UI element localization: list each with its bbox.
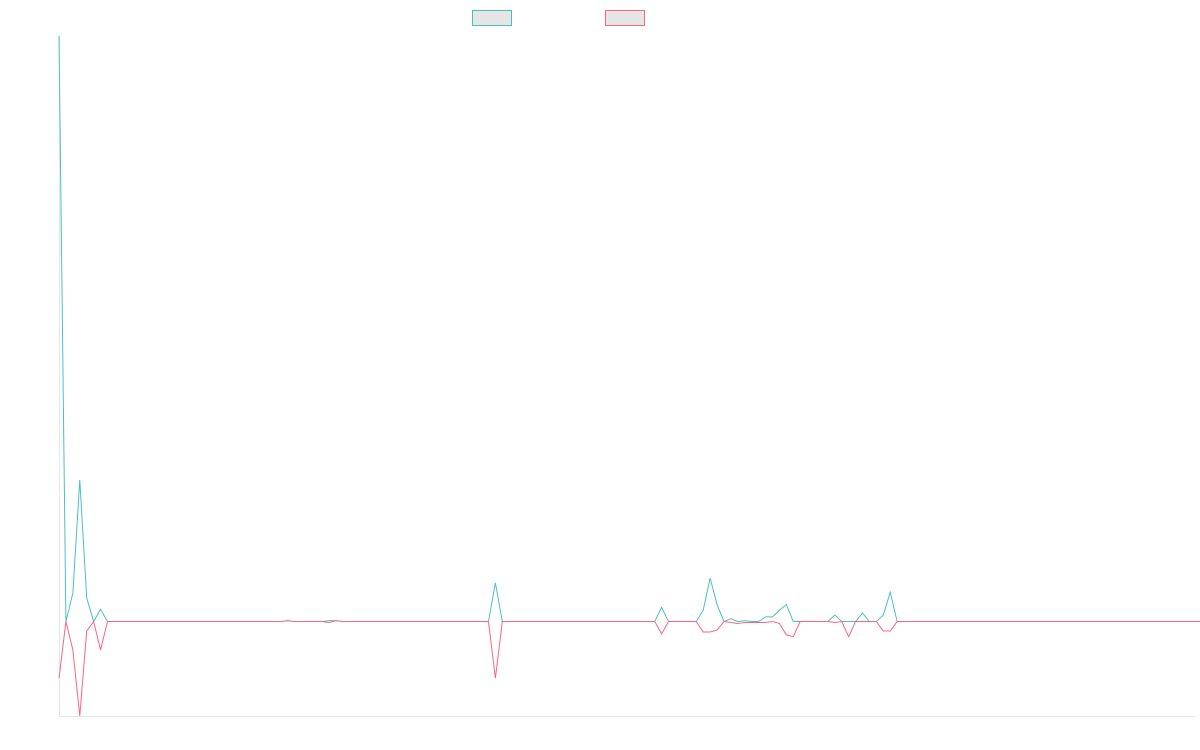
legend (472, 10, 645, 26)
legend-item-1[interactable] (605, 10, 645, 26)
plot-area (58, 35, 1200, 717)
series-line-1 (58, 620, 1200, 717)
axes (59, 36, 1195, 717)
legend-swatch (605, 10, 645, 26)
legend-swatch (472, 10, 512, 26)
series-line-0 (58, 35, 1195, 623)
legend-item-0[interactable] (472, 10, 512, 26)
